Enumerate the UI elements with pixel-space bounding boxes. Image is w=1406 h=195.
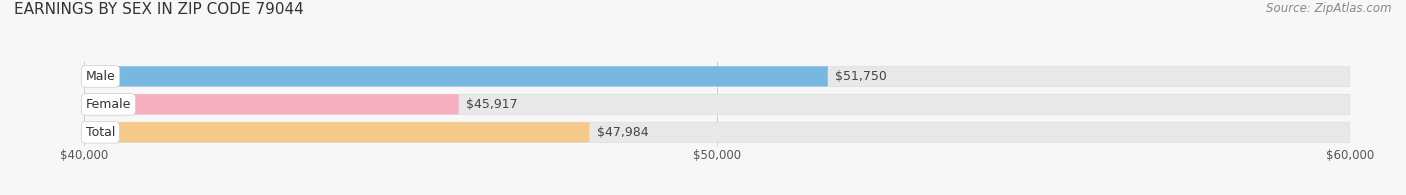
FancyBboxPatch shape (84, 66, 1350, 86)
Text: Source: ZipAtlas.com: Source: ZipAtlas.com (1267, 2, 1392, 15)
Text: EARNINGS BY SEX IN ZIP CODE 79044: EARNINGS BY SEX IN ZIP CODE 79044 (14, 2, 304, 17)
Text: $51,750: $51,750 (835, 70, 887, 83)
Text: Male: Male (86, 70, 115, 83)
Text: Female: Female (86, 98, 131, 111)
FancyBboxPatch shape (84, 94, 1350, 114)
Text: Total: Total (86, 126, 115, 139)
FancyBboxPatch shape (84, 66, 828, 86)
Text: $47,984: $47,984 (598, 126, 648, 139)
Text: $45,917: $45,917 (467, 98, 517, 111)
FancyBboxPatch shape (84, 94, 458, 114)
FancyBboxPatch shape (84, 122, 589, 142)
FancyBboxPatch shape (84, 122, 1350, 142)
